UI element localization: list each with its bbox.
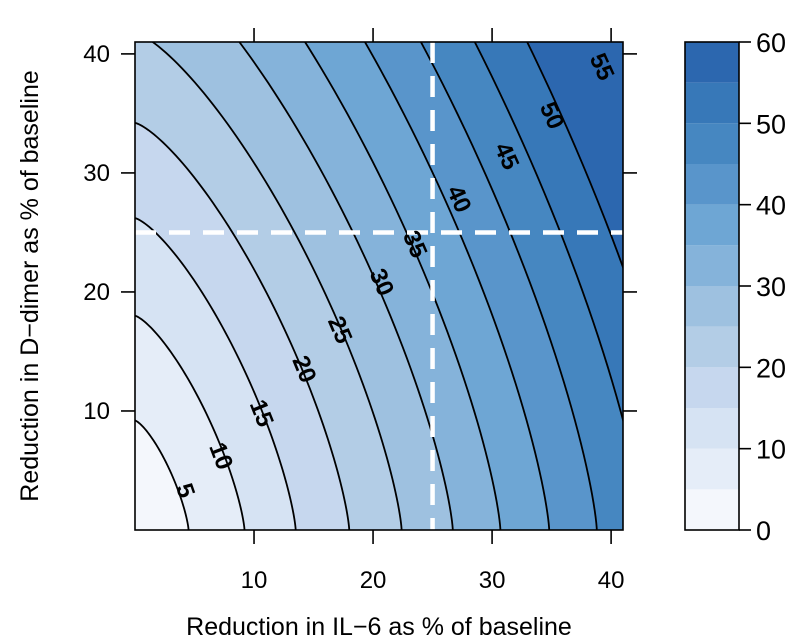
plot-frame <box>134 41 624 531</box>
y-tick-label: 20 <box>83 279 110 306</box>
colorbar-band-55 <box>685 42 739 83</box>
band-5 <box>135 420 189 530</box>
colorbar-band-40 <box>685 164 739 205</box>
contour-line-25 <box>151 42 403 530</box>
colorbar-band-0 <box>685 489 739 530</box>
colorbar-tick-label: 20 <box>756 353 786 383</box>
y-tick-label: 40 <box>83 41 110 68</box>
contour-line-45 <box>419 42 598 530</box>
colorbar-tick-label: 10 <box>756 435 786 465</box>
colorbar-band-45 <box>685 123 739 164</box>
axis-ticks: 10 20 30 40 10 20 30 40 <box>83 28 637 594</box>
contour-line-10 <box>135 314 246 530</box>
x-axis-title: Reduction in IL−6 as % of baseline <box>186 613 572 641</box>
contour-line-40 <box>363 42 551 530</box>
colorbar-band-15 <box>685 367 739 408</box>
colorbar-band-50 <box>685 82 739 124</box>
x-tick-label: 30 <box>479 567 506 594</box>
colorbar: 0 10 20 30 40 50 60 <box>684 28 786 546</box>
x-tick-label: 20 <box>360 567 387 594</box>
contour-line-5 <box>135 419 190 530</box>
contour-line-30 <box>238 42 454 530</box>
colorbar-band-20 <box>685 326 739 368</box>
colorbar-tick-label: 0 <box>756 516 771 546</box>
contour-line-50 <box>473 42 623 424</box>
x-tick-label: 40 <box>598 567 625 594</box>
colorbar-band-10 <box>685 408 739 449</box>
x-tick-label: 10 <box>241 567 268 594</box>
colorbar-band-30 <box>685 245 739 286</box>
y-tick-label: 30 <box>83 160 110 187</box>
contour-lines <box>135 42 623 530</box>
colorbar-tick-label: 50 <box>756 109 786 139</box>
colorbar-band-35 <box>685 204 739 246</box>
contour-line-15 <box>135 217 297 530</box>
y-tick-label: 10 <box>83 398 110 425</box>
contour-bands <box>135 42 623 530</box>
contour-line-20 <box>135 122 351 530</box>
colorbar-band-5 <box>685 448 739 490</box>
colorbar-band-25 <box>685 286 739 327</box>
colorbar-tick-label: 60 <box>756 28 786 58</box>
reference-lines <box>135 42 623 530</box>
colorbar-tick-label: 30 <box>756 272 786 302</box>
contour-line-35 <box>303 42 502 530</box>
colorbar-tick-label: 40 <box>756 191 786 221</box>
y-axis-title: Reduction in D−dimer as % of baseline <box>16 70 44 501</box>
